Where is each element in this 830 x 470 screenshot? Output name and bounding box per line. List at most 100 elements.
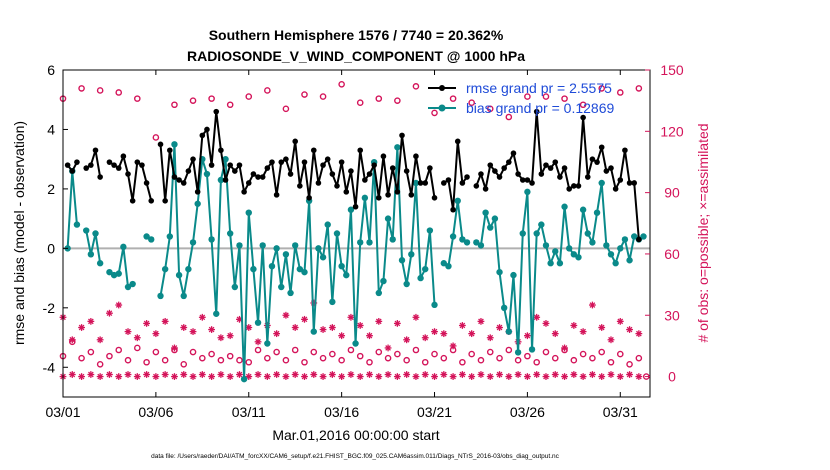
- obs-assimilated-stroke: [478, 371, 484, 378]
- rmse-point: [283, 156, 289, 162]
- bias-point: [626, 257, 633, 264]
- rmse-point: [552, 159, 559, 165]
- rmse-point: [236, 162, 243, 168]
- obs-possible-marker: [533, 358, 540, 366]
- rmse-point: [594, 159, 600, 165]
- obs-assimilated-marker: [393, 320, 401, 327]
- bias-point: [417, 274, 424, 282]
- rmse-point: [362, 177, 368, 183]
- rmse-point: [324, 156, 331, 162]
- obs-assimilated-marker: [347, 371, 355, 378]
- obs-assimilated-stroke: [394, 320, 401, 327]
- rmse-point: [357, 147, 364, 154]
- rmse-point: [204, 126, 210, 133]
- y-left-tick-label: -2: [43, 300, 56, 316]
- rmse-point: [125, 171, 131, 177]
- bias-point: [445, 263, 452, 270]
- bias-point: [505, 328, 513, 335]
- obs-assimilated-stroke: [199, 371, 206, 378]
- obs-possible-marker: [245, 93, 253, 100]
- obs-assimilated-stroke: [357, 373, 364, 380]
- x-tick-label: 03/21: [417, 404, 452, 420]
- obs-possible-marker: [356, 352, 364, 360]
- obs-assimilated-marker: [115, 301, 123, 309]
- obs-assimilated-marker: [533, 371, 541, 378]
- obs-assimilated-marker: [152, 373, 160, 380]
- obs-assimilated-stroke: [385, 371, 391, 378]
- obs-assimilated-marker: [208, 373, 216, 380]
- bias-point: [250, 265, 257, 273]
- obs-assimilated-stroke: [626, 326, 633, 333]
- obs-assimilated-marker: [161, 317, 169, 325]
- bias-point: [561, 203, 568, 210]
- y-right-tick-label: 0: [668, 369, 676, 385]
- legend-rmse-marker: [439, 85, 445, 91]
- obs-assimilated-marker: [133, 373, 141, 380]
- obs-assimilated-stroke: [171, 373, 178, 380]
- obs-assimilated-marker: [570, 322, 578, 329]
- bias-point: [278, 283, 285, 291]
- bias-point: [598, 179, 605, 187]
- bias-point: [236, 242, 243, 249]
- bias-point: [315, 245, 322, 252]
- bias-point: [528, 346, 536, 353]
- bias-point: [259, 242, 266, 249]
- obs-assimilated-marker: [189, 328, 197, 335]
- rmse-point: [557, 174, 563, 180]
- obs-assimilated-stroke: [636, 373, 642, 380]
- obs-possible-marker: [616, 89, 624, 96]
- obs-assimilated-marker: [319, 326, 327, 333]
- bias-point: [87, 251, 95, 258]
- rmse-point: [343, 189, 350, 195]
- obs-assimilated-stroke: [97, 336, 103, 343]
- bias-line: [85, 230, 102, 264]
- bias-point: [324, 221, 331, 228]
- obs-possible-marker: [180, 360, 188, 368]
- rmse-point: [88, 162, 94, 168]
- y-axis-right-label: # of obs: o=possible; ×=assimilated: [695, 123, 711, 342]
- obs-possible-marker: [626, 360, 633, 368]
- obs-assimilated-stroke: [589, 302, 596, 308]
- rmse-point: [329, 171, 336, 177]
- obs-assimilated-marker: [208, 326, 216, 333]
- bias-point: [361, 194, 369, 202]
- obs-assimilated-stroke: [375, 318, 382, 325]
- obs-possible-marker: [542, 93, 550, 100]
- obs-assimilated-stroke: [171, 345, 178, 351]
- bias-series-group: [64, 141, 647, 383]
- bias-point: [319, 254, 327, 261]
- bias-point: [92, 230, 99, 237]
- rmse-point: [538, 171, 545, 177]
- rmse-point: [524, 177, 531, 183]
- rmse-point: [190, 156, 196, 162]
- obs-assimilated-stroke: [208, 373, 215, 380]
- rmse-point: [218, 147, 224, 154]
- legend-bias-marker: [438, 104, 446, 112]
- obs-assimilated-stroke: [301, 316, 308, 323]
- rmse-point: [111, 162, 117, 168]
- obs-possible-marker: [134, 95, 141, 102]
- bias-point: [565, 245, 573, 252]
- rmse-point: [450, 206, 456, 213]
- obs-possible-marker: [264, 87, 271, 94]
- rmse-point: [194, 189, 201, 195]
- obs-assimilated-marker: [273, 330, 281, 338]
- obs-assimilated-marker: [449, 373, 457, 380]
- obs-possible-marker: [282, 105, 290, 113]
- obs-assimilated-stroke: [468, 330, 475, 337]
- obs-possible-marker: [189, 348, 197, 356]
- bias-point: [556, 260, 564, 267]
- rmse-point: [176, 177, 182, 183]
- obs-assimilated-marker: [328, 324, 336, 331]
- obs-assimilated-marker: [598, 373, 606, 380]
- obs-assimilated-stroke: [459, 322, 466, 329]
- obs-assimilated-stroke: [543, 320, 549, 327]
- obs-assimilated-stroke: [180, 371, 187, 378]
- bias-point: [254, 319, 262, 326]
- obs-possible-marker: [171, 101, 178, 109]
- obs-assimilated-marker: [96, 373, 104, 380]
- obs-assimilated-stroke: [245, 373, 252, 380]
- obs-assimilated-stroke: [394, 373, 401, 380]
- rmse-point: [547, 165, 554, 171]
- legend-bias-label: bias grand pr = 0.12869: [466, 100, 614, 116]
